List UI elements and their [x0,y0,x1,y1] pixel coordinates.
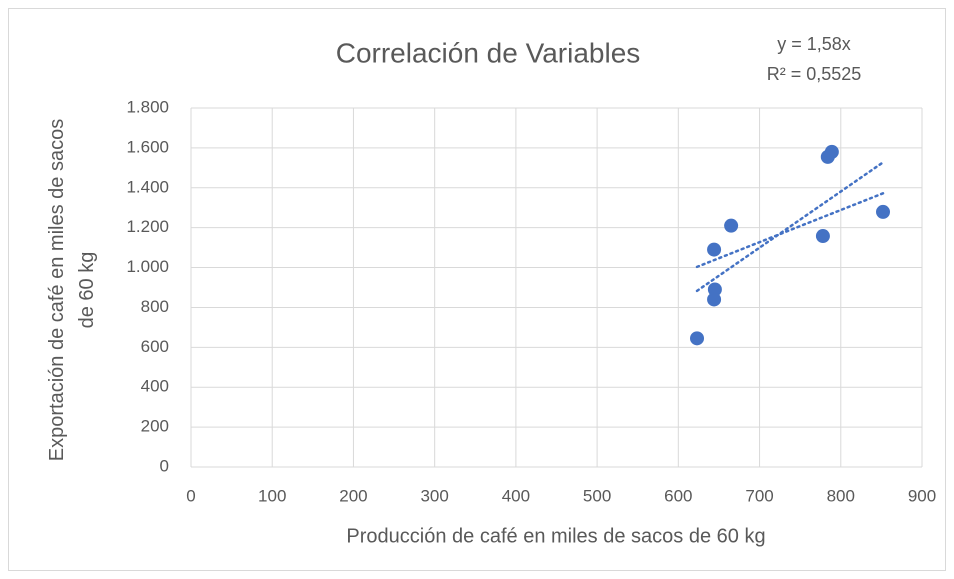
trendline-equation: y = 1,58x [777,34,851,54]
y-tick-label: 200 [141,417,169,436]
y-tick-label: 1.400 [126,177,169,196]
x-tick-label: 400 [502,486,530,505]
y-tick-label: 400 [141,377,169,396]
y-tick-label: 800 [141,297,169,316]
y-tick-label: 1.000 [126,257,169,276]
x-tick-label: 600 [664,486,692,505]
y-tick-label: 1.600 [126,137,169,156]
y-axis-label: Exportación de café en miles de sacos de… [46,118,98,462]
x-tick-label: 300 [420,486,448,505]
y-tick-label: 1.200 [126,217,169,236]
y-tick-label: 1.800 [126,97,169,116]
x-tick-label: 200 [339,486,367,505]
trendline [695,161,885,293]
data-point [707,292,722,307]
x-tick-label: 700 [745,486,773,505]
data-point [824,144,839,159]
x-tick-label: 500 [583,486,611,505]
chart-title: Correlación de Variables [336,37,641,68]
y-tick-label: 600 [141,337,169,356]
data-point [707,282,722,297]
data-point [876,204,891,219]
x-tick-label: 800 [827,486,855,505]
data-point [707,242,722,257]
trendline-r-squared: R² = 0,5525 [767,64,862,84]
x-tick-label: 900 [908,486,936,505]
data-point [724,218,739,233]
chart-border [8,8,946,571]
x-tick-label: 0 [186,486,195,505]
x-axis-label: Producción de café en miles de sacos de … [346,525,765,547]
x-tick-label: 100 [258,486,286,505]
data-point [815,229,830,244]
y-tick-label: 0 [160,456,169,475]
data-point [690,331,705,346]
